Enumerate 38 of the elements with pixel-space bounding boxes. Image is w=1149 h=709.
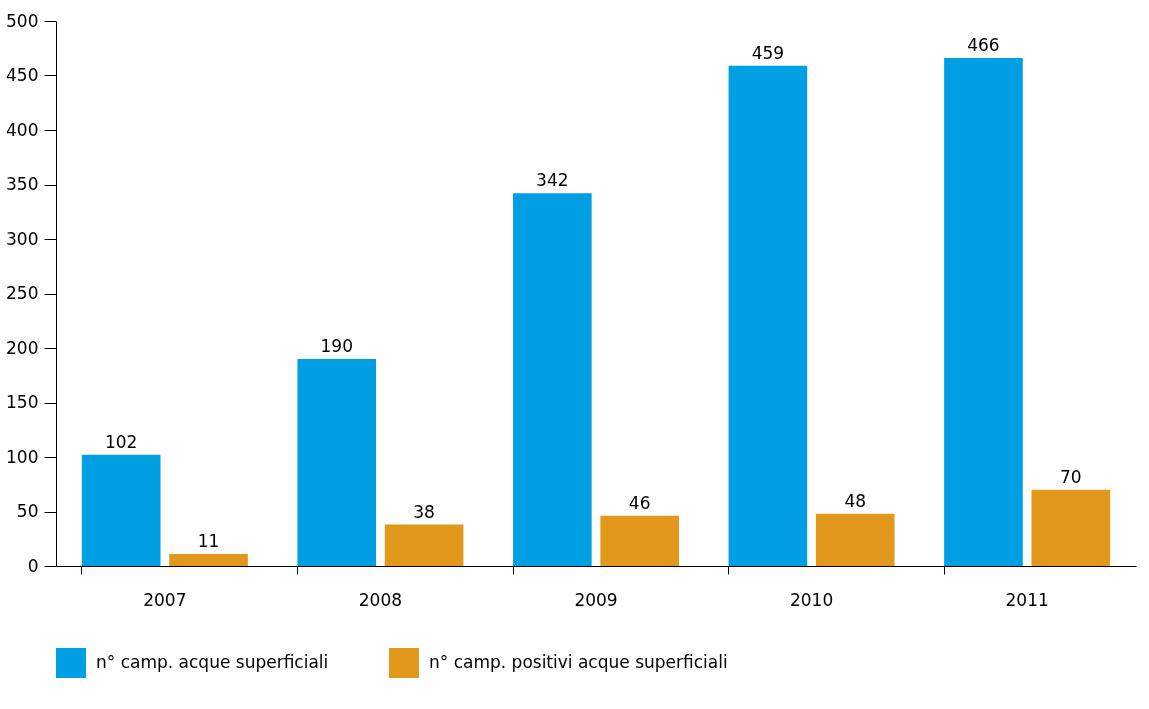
data-label: 11 — [197, 531, 220, 552]
x-tick-label: 2010 — [789, 589, 834, 610]
x-tick-label: 2008 — [358, 589, 403, 610]
bar — [297, 358, 377, 566]
data-label: 38 — [413, 501, 435, 522]
y-tick-label: 50 — [16, 501, 39, 521]
x-tick-label: 2009 — [574, 589, 618, 610]
bar — [81, 454, 161, 566]
data-label: 48 — [844, 490, 867, 511]
data-label: 46 — [628, 492, 651, 513]
bar — [384, 524, 464, 566]
bar — [944, 58, 1023, 566]
legend-label: n° camp. positivi acque superficiali — [429, 652, 728, 672]
y-tick-label: 0 — [27, 555, 39, 576]
bar — [513, 193, 592, 566]
bar — [169, 554, 248, 566]
bar — [815, 513, 895, 566]
y-tick-label: 350 — [6, 174, 39, 194]
data-label: 190 — [320, 335, 353, 356]
bar — [600, 515, 679, 566]
data-label: 459 — [751, 42, 785, 63]
y-tick-label: 150 — [6, 392, 39, 412]
y-tick-label: 100 — [6, 446, 39, 467]
x-tick-label: 2011 — [1005, 589, 1049, 610]
data-label: 70 — [1060, 466, 1082, 487]
y-tick-label: 500 — [6, 10, 39, 31]
data-label: 466 — [967, 35, 1000, 56]
y-tick-label: 200 — [6, 337, 39, 358]
x-tick-label: 2007 — [143, 589, 187, 610]
data-label: 102 — [104, 431, 138, 452]
legend-label: n° camp. acque superficiali — [96, 652, 329, 672]
y-tick-label: 450 — [6, 65, 39, 85]
y-tick-label: 300 — [6, 228, 39, 249]
data-label: 342 — [536, 170, 569, 191]
y-tick-label: 400 — [6, 119, 39, 140]
bar — [1031, 489, 1111, 566]
bar — [728, 65, 808, 566]
y-tick-label: 250 — [6, 283, 39, 303]
